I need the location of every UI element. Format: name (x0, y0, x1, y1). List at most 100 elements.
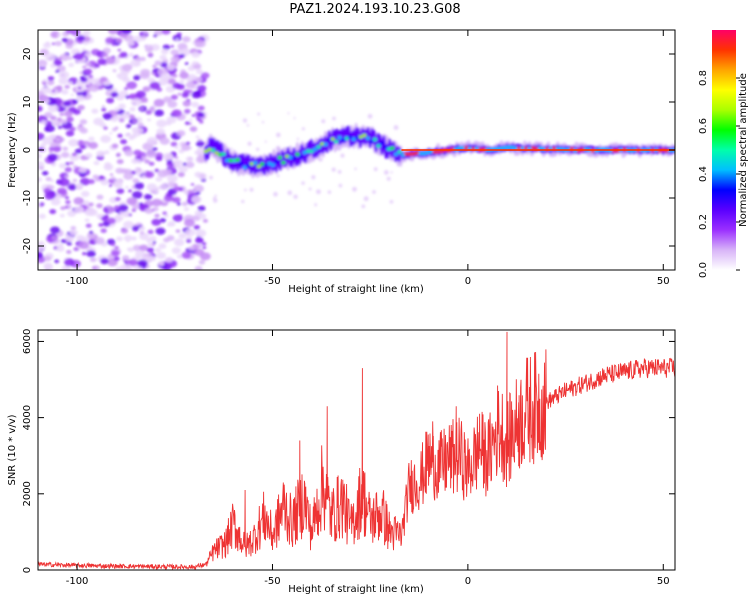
trace-peak (274, 160, 279, 164)
noise-blob (114, 179, 122, 185)
noise-blob (153, 98, 165, 107)
noise-blob (152, 147, 158, 152)
noise-blob (170, 56, 179, 63)
noise-blob (154, 189, 159, 194)
noise-blob (118, 103, 126, 109)
noise-blob (38, 202, 41, 206)
noise-blob (79, 71, 84, 75)
noise-blob (84, 218, 90, 223)
noise-blob (197, 112, 205, 118)
colorbar-tick-label: 0.4 (698, 166, 709, 182)
trace-peak (242, 165, 247, 170)
noise-blob (108, 184, 113, 187)
noise-blob (109, 132, 113, 135)
spectrogram-heatmap (38, 30, 675, 270)
noise-blob (56, 117, 63, 122)
noise-speckle (354, 167, 357, 171)
noise-blob (186, 77, 194, 82)
noise-blob (129, 114, 135, 118)
noise-blob (96, 203, 103, 209)
noise-blob (176, 130, 186, 137)
noise-blob (51, 235, 58, 241)
noise-blob (194, 210, 203, 217)
trace-peak (418, 151, 423, 156)
noise-blob (104, 162, 112, 168)
noise-blob (159, 73, 170, 81)
noise-blob (103, 126, 108, 130)
trace-peak (291, 156, 297, 161)
noise-blob (71, 152, 77, 157)
noise-blob (64, 110, 73, 117)
trace-peak (383, 145, 388, 150)
noise-blob (67, 81, 73, 85)
noise-speckle (214, 194, 217, 198)
noise-blob (38, 105, 43, 112)
noise-blob (44, 53, 56, 62)
noise-speckle (314, 203, 318, 207)
noise-blob (83, 205, 88, 209)
noise-blob (102, 52, 109, 58)
trace-peak (224, 158, 230, 163)
noise-blob (116, 188, 125, 194)
noise-blob (187, 189, 194, 194)
noise-blob (184, 121, 190, 125)
noise-blob (65, 200, 71, 205)
noise-blob (89, 257, 97, 263)
trace-peak (256, 164, 262, 169)
noise-blob (51, 89, 56, 93)
trace-peak (509, 145, 515, 150)
noise-blob (162, 211, 167, 215)
noise-blob (201, 242, 207, 246)
noise-blob (139, 107, 144, 110)
trace-peak (425, 150, 430, 155)
colorbar-label: Normalized spectral amplitude (738, 73, 749, 227)
noise-blob (174, 156, 179, 159)
y-tick-label: 4000 (22, 405, 33, 430)
trace-peak (249, 161, 254, 166)
noise-blob (155, 155, 163, 162)
noise-blob (38, 132, 45, 141)
noise-blob (50, 226, 60, 234)
noise-blob (151, 198, 163, 207)
x-tick-label: 50 (657, 276, 670, 287)
noise-blob (166, 174, 178, 183)
spectrogram-y-label: Frequency (Hz) (7, 112, 18, 188)
noise-blob (45, 87, 51, 92)
noise-blob (43, 187, 51, 194)
noise-blob (57, 187, 67, 195)
noise-blob (122, 255, 130, 261)
noise-blob (107, 30, 119, 35)
noise-blob (69, 229, 78, 236)
noise-blob (98, 223, 104, 227)
noise-blob (75, 183, 84, 189)
noise-blob (42, 78, 48, 83)
trace-peak (210, 148, 216, 153)
noise-blob (88, 74, 94, 79)
noise-blob (118, 204, 129, 212)
noise-blob (202, 218, 209, 223)
trace-peak (341, 138, 346, 142)
noise-blob (136, 159, 143, 164)
noise-speckle (301, 181, 305, 185)
noise-blob (128, 52, 134, 57)
noise-blob (158, 243, 167, 250)
noise-blob (107, 178, 114, 184)
noise-blob (184, 62, 189, 65)
colorbar-tick-label: 0.8 (698, 70, 709, 86)
noise-blob (68, 138, 79, 147)
noise-blob (197, 84, 207, 92)
noise-blob (59, 53, 70, 61)
noise-blob (126, 81, 138, 90)
noise-blob (73, 247, 79, 252)
noise-blob (179, 71, 189, 79)
noise-blob (198, 259, 206, 265)
noise-blob (152, 241, 157, 244)
noise-blob (112, 127, 118, 132)
snr-frame (38, 330, 675, 570)
noise-blob (49, 209, 57, 215)
snr-x-label: Height of straight line (km) (288, 584, 424, 595)
noise-blob (184, 108, 191, 114)
trace-peak (239, 161, 244, 166)
noise-blob (146, 183, 158, 191)
